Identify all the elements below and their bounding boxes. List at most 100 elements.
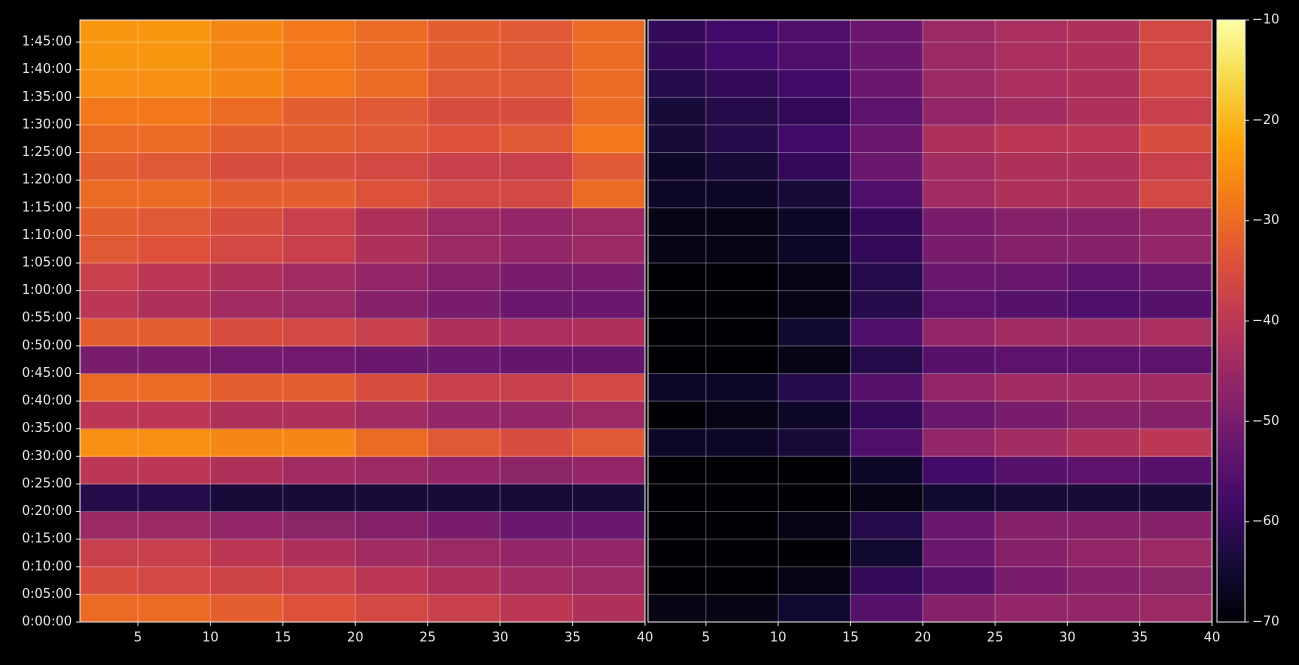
heatmap-cell [995,207,1068,236]
heatmap-cell [705,124,779,154]
heatmap-cell [282,152,356,181]
heatmap-cell [648,69,707,98]
heatmap-cell [572,180,646,209]
heatmap-cell [1067,180,1141,209]
x-tick-label: 10 [202,631,219,646]
heatmap-cell [922,318,996,347]
heatmap-cell [1067,456,1141,485]
y-tick-label: 1:40:00 [22,62,72,77]
heatmap-cell [210,290,284,319]
heatmap-cell [778,69,851,98]
heatmap-cell [1067,69,1141,98]
heatmap-cell [500,69,574,98]
heatmap-cell [778,235,851,264]
heatmap-cell [137,318,211,347]
heatmap-cell [705,152,779,181]
heatmap-cell [572,263,646,292]
heatmap-cell [572,511,646,540]
heatmap-cell [648,566,707,595]
colorbar-tick-label: −30 [1252,213,1279,228]
heatmap-cell [922,180,996,209]
x-tick-label: 20 [914,631,931,646]
heatmap-cell [427,290,501,319]
heatmap-cell [355,373,429,402]
heatmap-cell [705,401,779,430]
heatmap-cell [80,207,139,236]
heatmap-cell [995,20,1068,43]
heatmap-cell [282,566,356,595]
heatmap-cell [648,594,707,623]
heatmap-cell [427,180,501,209]
heatmap-cell [922,290,996,319]
heatmap-cell [355,511,429,540]
heatmap-cell [778,483,851,513]
y-tick-label: 0:10:00 [22,559,72,574]
heatmap-cell [500,42,574,71]
heatmap-cell [137,428,211,457]
heatmap-cell [137,345,211,374]
heatmap-cell [572,69,646,98]
heatmap-cell [572,42,646,71]
heatmap-cell [572,566,646,595]
heatmap-cell [1139,207,1213,236]
heatmap-cell [80,152,139,181]
heatmap-cell [850,456,924,485]
colorbar [1216,19,1246,623]
heatmap-cell [778,539,851,568]
heatmap-cell [1139,235,1213,264]
heatmap-cell [1139,97,1213,126]
heatmap-cell [80,456,139,485]
heatmap-cell [80,97,139,126]
heatmap-cell [500,401,574,430]
y-tick-label: 0:35:00 [22,421,72,436]
heatmap-cell [778,318,851,347]
heatmap-cell [137,20,211,43]
plot-frame [647,19,1213,623]
heatmap-cell [778,456,851,485]
heatmap-cell [137,566,211,595]
heatmap-cell [282,180,356,209]
heatmap-cell [355,69,429,98]
heatmap-cell [500,373,574,402]
heatmap-cell [1139,263,1213,292]
heatmap-cell [137,290,211,319]
heatmap-cell [500,235,574,264]
heatmap-cell [778,263,851,292]
heatmap-cell [282,97,356,126]
heatmap-cell [355,345,429,374]
heatmap-cell [210,180,284,209]
y-tick-label: 1:20:00 [22,173,72,188]
heatmap-cell [500,180,574,209]
heatmap-cell [80,235,139,264]
heatmap-cell [995,263,1068,292]
x-tick-label: 40 [1204,631,1221,646]
heatmap-cell [427,318,501,347]
heatmap-cell [995,97,1068,126]
heatmap-cell [500,539,574,568]
heatmap-cell [355,483,429,513]
heatmap-cell [500,318,574,347]
heatmap-cell [705,97,779,126]
heatmap-cell [80,539,139,568]
heatmap-cell [355,152,429,181]
heatmap-cell [572,401,646,430]
heatmap-cell [778,373,851,402]
heatmap-cell [1139,539,1213,568]
heatmap-cell [995,428,1068,457]
heatmap-cell [922,373,996,402]
heatmap-cell [1067,539,1141,568]
heatmap-cell [648,456,707,485]
heatmap-cell [850,69,924,98]
colorbar-tick-label: −50 [1252,414,1279,429]
heatmap-cell [850,401,924,430]
heatmap-cell [210,124,284,154]
heatmap-cell [705,263,779,292]
heatmap-cell [282,539,356,568]
heatmap-cell [500,428,574,457]
heatmap-cell [572,428,646,457]
heatmap-cell [850,318,924,347]
heatmap-cell [705,594,779,623]
heatmap-cell [995,180,1068,209]
heatmap-cell [922,97,996,126]
heatmap-cell [427,401,501,430]
